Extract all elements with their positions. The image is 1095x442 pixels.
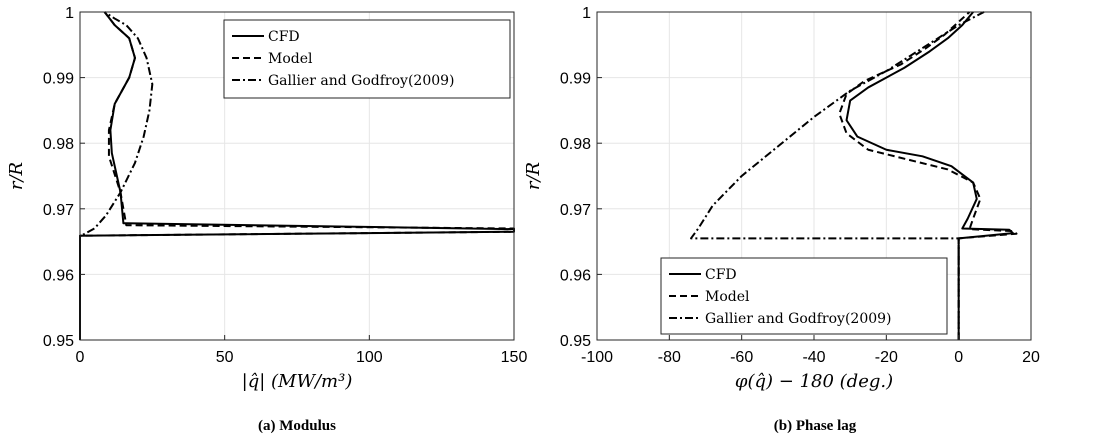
legend-box: [660, 257, 948, 335]
panel-modulus: 0 50 100 150 0.95 0.96 0.97 0.98 0.99 1 |q̂| (MW/m…: [6, 5, 527, 434]
x-tick-label: 150: [501, 349, 528, 366]
y-tick-label: 0.96: [560, 267, 591, 284]
x-tick-label: 100: [356, 349, 383, 366]
legend: CFD Model Gallier and Godfroy(2009): [660, 257, 948, 335]
series-line-gallier: [690, 11, 985, 340]
x-tick-label: 0: [954, 349, 963, 366]
y-axis-label: r/R: [6, 162, 27, 190]
legend-box: [223, 19, 511, 99]
y-axis-label: r/R: [523, 162, 544, 190]
y-tick-label: 0.96: [43, 267, 74, 284]
series-line-gallier: [79, 11, 154, 340]
y-tick-label: 0.99: [560, 71, 591, 88]
panel-caption: (a) Modulus: [258, 418, 336, 434]
y-tick-label: 1: [582, 5, 591, 22]
x-tick-label: -60: [730, 349, 753, 366]
x-tick-label: -100: [581, 349, 613, 366]
y-tick-label: 0.95: [43, 333, 74, 350]
series-line-model: [838, 11, 1018, 340]
y-tick-label: 0.97: [560, 202, 591, 219]
y-tick-label: 0.98: [560, 136, 591, 153]
legend-label: Model: [705, 289, 750, 305]
x-tick-label: -80: [658, 349, 681, 366]
x-tick-label: 20: [1022, 349, 1040, 366]
y-tick-label: 0.98: [43, 136, 74, 153]
panel-caption: (b) Phase lag: [774, 418, 857, 434]
y-tick-label: 0.97: [43, 202, 74, 219]
series-line-model: [79, 11, 515, 340]
axes-frame: [79, 11, 515, 341]
x-tick-label: -20: [875, 349, 898, 366]
legend-label: Gallier and Godfroy(2009): [705, 311, 892, 327]
legend-label: Gallier and Godfroy(2009): [268, 73, 455, 89]
y-tick-label: 1: [65, 5, 74, 22]
x-axis-label: |q̂| (MW/m³): [242, 371, 353, 392]
x-tick-label: -40: [802, 349, 825, 366]
panel-phase-lag: -100 -80 -60 -40 -20 0 20 0.95 0.96 0.97 0.98 0.99 1…: [523, 5, 1040, 434]
legend: CFD Model Gallier and Godfroy(2009): [223, 19, 511, 99]
x-tick-label: 50: [216, 349, 234, 366]
x-axis-label: φ(q̂) − 180 (deg.): [735, 371, 893, 392]
y-tick-label: 0.95: [560, 333, 591, 350]
legend-label: CFD: [705, 267, 737, 283]
x-tick-label: 0: [76, 349, 85, 366]
legend-label: Model: [268, 51, 313, 67]
legend-label: CFD: [268, 29, 300, 45]
y-tick-label: 0.99: [43, 71, 74, 88]
